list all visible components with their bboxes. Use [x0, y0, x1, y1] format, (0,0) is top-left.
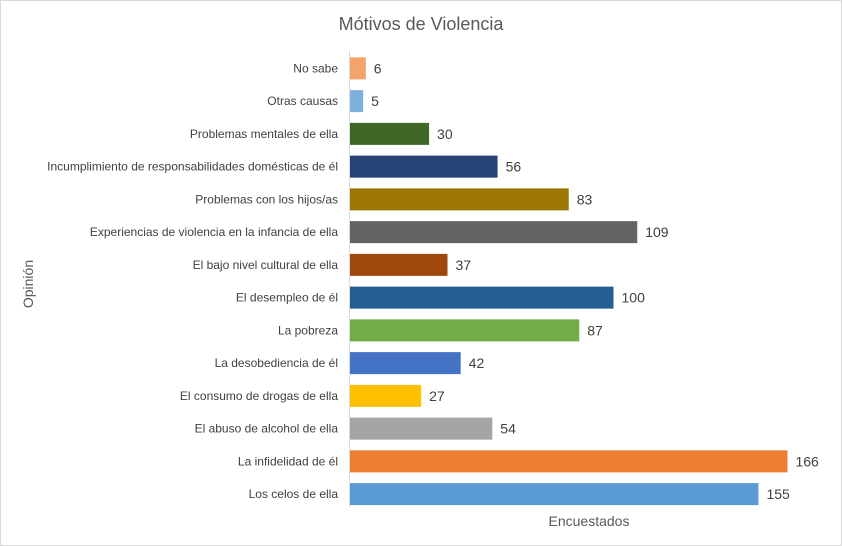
data-label: 83: [577, 191, 593, 207]
category-label: La desobediencia de él: [215, 356, 338, 370]
bar: [350, 122, 430, 145]
category-label: Otras causas: [267, 94, 338, 108]
bar: [350, 483, 759, 506]
category-label: El consumo de drogas de ella: [180, 389, 338, 403]
data-label: 166: [795, 453, 819, 469]
category-label: Incumplimiento de responsabilidades domé…: [47, 160, 338, 174]
category-label: Problemas con los hijos/as: [195, 192, 338, 206]
bar: [350, 188, 569, 211]
category-label: Problemas mentales de ella: [190, 127, 338, 141]
data-label: 100: [622, 290, 646, 306]
data-label: 27: [429, 388, 445, 404]
bar: [350, 319, 580, 342]
data-label: 87: [587, 322, 603, 338]
bar: [350, 286, 614, 309]
category-label: El bajo nivel cultural de ella: [193, 258, 339, 272]
data-label: 155: [766, 486, 790, 502]
x-axis-title: Encuestados: [549, 513, 630, 529]
bar: [350, 384, 422, 407]
data-label: 54: [500, 421, 516, 437]
bar: [350, 57, 366, 80]
data-label: 56: [506, 159, 522, 175]
chart-title: Mótivos de Violencia: [339, 14, 505, 34]
category-label: La pobreza: [278, 323, 338, 337]
data-label: 6: [374, 60, 382, 76]
data-label: 5: [371, 93, 379, 109]
bars-layer: No sabe 6 Otras causas 5 Problemas mentales …: [47, 57, 819, 506]
bar: [350, 253, 448, 276]
bar: [350, 155, 498, 178]
data-label: 42: [469, 355, 485, 371]
category-label: Experiencias de violencia en la infancia…: [90, 225, 338, 239]
category-label: El abuso de alcohol de ella: [195, 422, 339, 436]
category-label: No sabe: [293, 61, 338, 75]
category-label: La infidelidad de él: [238, 454, 338, 468]
category-label: Los celos de ella: [249, 487, 339, 501]
data-label: 109: [645, 224, 669, 240]
bar: [350, 352, 461, 375]
y-axis-title: Opinión: [20, 260, 36, 308]
bar: [350, 417, 493, 440]
bar: [350, 221, 638, 244]
bar: [350, 90, 364, 113]
category-label: El desempleo de él: [236, 291, 338, 305]
bar: [350, 450, 788, 473]
data-label: 37: [456, 257, 472, 273]
data-label: 30: [437, 126, 453, 142]
